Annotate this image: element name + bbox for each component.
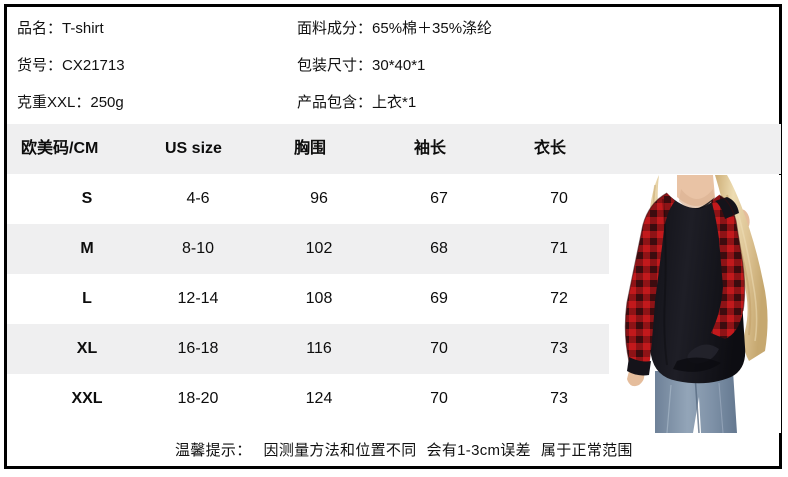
product-photo-illustration <box>615 175 781 433</box>
info-product-name: 品名：T-shirt <box>17 11 104 47</box>
product-photo <box>615 175 781 433</box>
model-jeans <box>655 371 737 433</box>
cell-length: 73 <box>550 390 568 407</box>
info-weight-label: 克重XXL： <box>17 94 91 111</box>
cell-us: 4-6 <box>186 190 210 207</box>
info-product-name-label: 品名： <box>17 20 63 37</box>
cell-sleeve: 70 <box>430 340 448 357</box>
cell-bust: 116 <box>306 340 332 357</box>
info-weight-value: 250g <box>90 94 124 111</box>
info-fabric-label: 面料成分： <box>297 20 373 37</box>
measurement-note: 温馨提示： 因测量方法和位置不同 会有1-3cm误差 属于正常范围 <box>175 439 643 460</box>
cell-us: 12-14 <box>177 290 219 307</box>
info-package-contents-label: 产品包含： <box>297 94 373 111</box>
info-product-name-value: T-shirt <box>62 20 104 37</box>
header-length: 衣长 <box>534 140 567 157</box>
cell-size: XXL <box>71 390 103 407</box>
cell-sleeve: 67 <box>430 190 448 207</box>
cell-length: 70 <box>550 190 568 207</box>
header-sleeve: 袖长 <box>414 140 447 157</box>
table-row: L 12-14 108 69 72 <box>7 274 781 324</box>
cell-size: S <box>81 190 93 207</box>
product-info-block: 品名：T-shirt 面料成分：65%棉＋35%涤纶 货号：CX21713 包装… <box>7 7 785 124</box>
header-us-size: US size <box>165 140 222 157</box>
info-weight: 克重XXL：250g <box>17 85 124 121</box>
cell-sleeve: 70 <box>430 390 448 407</box>
cell-us: 8-10 <box>181 240 215 257</box>
info-fabric-value: 65%棉＋35%涤纶 <box>372 20 493 37</box>
header-eu-cm: 欧美码/CM <box>21 140 99 157</box>
cell-bust: 124 <box>305 390 333 407</box>
size-table: 欧美码/CM US size 胸围 袖长 衣长 S 4-6 96 67 70 M… <box>7 124 781 424</box>
info-package-size-value: 30*40*1 <box>372 57 426 74</box>
cell-length: 72 <box>550 290 568 307</box>
cell-size: M <box>80 240 94 257</box>
cell-length: 73 <box>550 340 568 357</box>
table-row: S 4-6 96 67 70 <box>7 174 781 224</box>
table-row: XL 16-18 116 70 73 <box>7 324 781 374</box>
model-plaid-sleeve-right <box>711 194 746 339</box>
header-bust: 胸围 <box>294 140 327 157</box>
table-row: XXL 18-20 124 70 73 <box>7 374 781 424</box>
table-row: M 8-10 102 68 71 <box>7 224 781 274</box>
model-plaid-sleeve-left <box>624 192 675 376</box>
info-style-number-value: CX21713 <box>62 57 125 74</box>
info-package-size-label: 包装尺寸： <box>297 57 373 74</box>
note-segment-3: 属于正常范围 <box>540 442 633 459</box>
info-package-size: 包装尺寸：30*40*1 <box>297 48 425 84</box>
cell-bust: 96 <box>310 190 328 207</box>
cell-size: L <box>82 290 92 307</box>
cell-bust: 108 <box>305 290 333 307</box>
cell-bust: 102 <box>305 240 333 257</box>
info-package-contents-value: 上衣*1 <box>372 94 417 111</box>
table-header-row: 欧美码/CM US size 胸围 袖长 衣长 <box>7 124 781 174</box>
cell-us: 18-20 <box>177 390 219 407</box>
info-package-contents: 产品包含：上衣*1 <box>297 85 416 121</box>
chart-frame: 品名：T-shirt 面料成分：65%棉＋35%涤纶 货号：CX21713 包装… <box>4 4 782 469</box>
cell-us: 16-18 <box>177 340 219 357</box>
note-segment-2: 会有1-3cm误差 <box>426 442 531 459</box>
cell-size: XL <box>76 340 98 357</box>
cell-sleeve: 68 <box>430 240 448 257</box>
info-fabric: 面料成分：65%棉＋35%涤纶 <box>297 11 492 47</box>
cell-sleeve: 69 <box>430 290 448 307</box>
note-label: 温馨提示： <box>175 442 252 459</box>
cell-length: 71 <box>550 240 568 257</box>
info-style-number-label: 货号： <box>17 57 63 74</box>
note-segment-1: 因测量方法和位置不同 <box>263 442 417 459</box>
info-style-number: 货号：CX21713 <box>17 48 125 84</box>
